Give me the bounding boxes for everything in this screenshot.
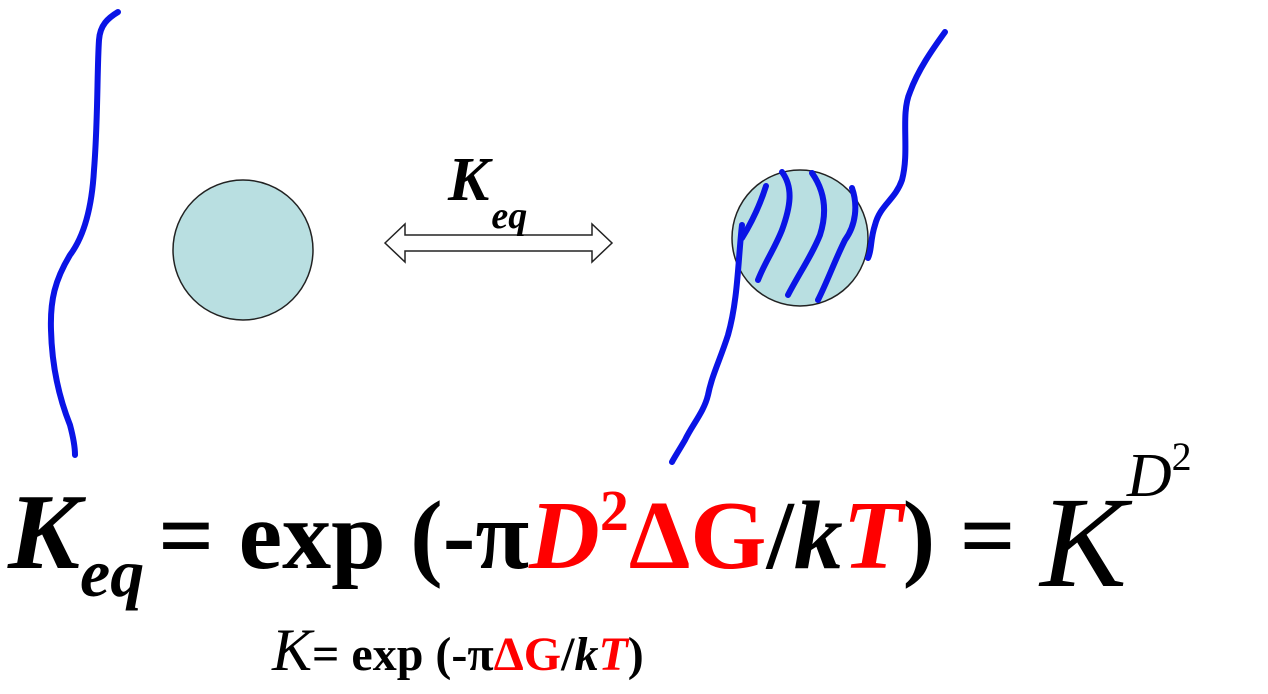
eq2-k: k [574,628,598,681]
diagram: Keq Keq= exp (-πD2ΔG/kT) = KD2 K= exp (-… [0,0,1268,694]
eq-rhs: K [1038,471,1133,615]
eq-dg: ΔG [629,482,767,590]
equation: Keq= exp (-πD2ΔG/kT) = KD2 [7,434,1192,615]
particle [173,180,313,320]
arrow-label: Keq [447,146,527,237]
polymer-chain [51,12,118,455]
eq-lhs-sub: eq [80,535,144,611]
eq-d-exp: 2 [600,478,629,543]
eq-t: T [843,482,907,590]
eq2-dg: ΔG [494,628,561,681]
eq-exp: = exp (-π [158,482,529,590]
polymer-chain-adsorbed [868,32,945,258]
eq2-exp: = exp (-π [312,628,494,681]
eq-lhs: K [7,473,87,592]
eq-rhs-sup-exp: 2 [1172,434,1192,479]
polymer-chain-adsorbed [672,225,742,462]
eq2-slash: / [560,628,575,681]
equation-2: K= exp (-πΔG/kT) [271,617,644,683]
eq2-lhs: K [271,617,315,683]
k-label: K [447,146,493,214]
eq-subscript: eq [491,195,527,237]
eq2-close: ) [628,628,644,681]
eq-k: k [794,482,843,590]
eq-rhs-sup: D [1126,442,1172,510]
eq-d: D [528,482,600,590]
eq2-t: T [598,628,629,681]
eq-close: ) = [903,482,1040,590]
eq-slash: / [766,482,796,590]
